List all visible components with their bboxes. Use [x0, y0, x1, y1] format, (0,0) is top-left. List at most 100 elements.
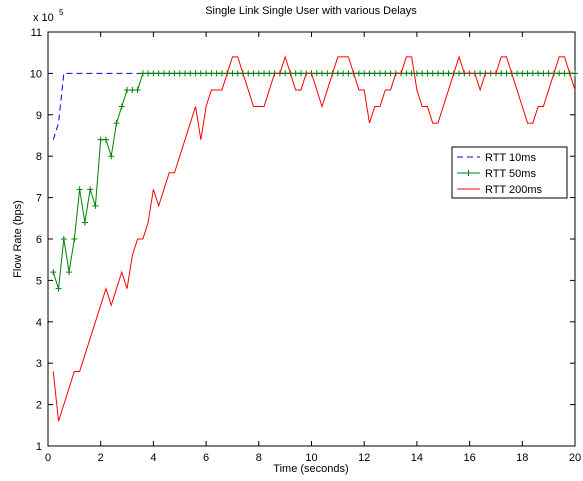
- point-marker: [440, 70, 447, 77]
- x-tick-label: 14: [411, 452, 423, 464]
- point-marker: [434, 70, 441, 77]
- point-marker: [250, 70, 257, 77]
- x-tick-label: 20: [569, 452, 581, 464]
- point-marker: [208, 70, 215, 77]
- x-axis-label: Time (seconds): [273, 463, 348, 475]
- y-tick-label: 10: [30, 68, 42, 80]
- point-marker: [387, 70, 394, 77]
- point-marker: [355, 70, 362, 77]
- point-marker: [366, 70, 373, 77]
- point-marker: [419, 70, 426, 77]
- x-tick-label: 10: [305, 452, 317, 464]
- point-marker: [361, 70, 368, 77]
- point-marker: [371, 70, 378, 77]
- y-tick-label: 11: [31, 27, 42, 39]
- point-marker: [382, 70, 389, 77]
- legend-label: RTT 50ms: [485, 168, 536, 180]
- point-marker: [66, 269, 73, 276]
- point-marker: [139, 70, 146, 77]
- point-marker: [266, 70, 273, 77]
- point-marker: [545, 70, 552, 77]
- point-marker: [561, 70, 568, 77]
- point-marker: [477, 70, 484, 77]
- point-marker: [456, 70, 463, 77]
- chart-title: Single Link Single User with various Del…: [205, 5, 417, 17]
- point-marker: [129, 86, 136, 93]
- point-marker: [429, 70, 436, 77]
- y-tick-label: 6: [36, 234, 42, 246]
- x-tick-label: 18: [516, 452, 528, 464]
- point-marker: [92, 202, 99, 209]
- point-marker: [556, 70, 563, 77]
- point-marker: [134, 86, 141, 93]
- x-tick-label: 6: [203, 452, 209, 464]
- point-marker: [218, 70, 225, 77]
- x-tick-label: 4: [150, 452, 156, 464]
- point-marker: [55, 285, 62, 292]
- point-marker: [171, 70, 178, 77]
- point-marker: [145, 70, 152, 77]
- point-marker: [413, 70, 420, 77]
- point-marker: [377, 70, 384, 77]
- point-marker: [524, 70, 531, 77]
- point-marker: [203, 70, 210, 77]
- y-tick-label: 5: [36, 275, 42, 287]
- point-marker: [292, 70, 299, 77]
- point-marker: [445, 70, 452, 77]
- y-tick-label: 1: [36, 441, 42, 453]
- y-tick-label: 9: [36, 110, 42, 122]
- point-marker: [519, 70, 526, 77]
- point-marker: [197, 70, 204, 77]
- point-marker: [81, 219, 88, 226]
- y-tick-label: 4: [36, 317, 42, 329]
- point-marker: [176, 70, 183, 77]
- point-marker: [345, 70, 352, 77]
- point-marker: [192, 70, 199, 77]
- point-marker: [297, 70, 304, 77]
- point-marker: [572, 70, 578, 77]
- point-marker: [324, 70, 331, 77]
- x-tick-label: 16: [463, 452, 475, 464]
- y-tick-label: 8: [36, 151, 42, 163]
- point-marker: [60, 236, 67, 242]
- point-marker: [498, 70, 505, 77]
- point-marker: [514, 70, 521, 77]
- y-tick-label: 3: [36, 358, 42, 370]
- point-marker: [160, 70, 167, 77]
- point-marker: [535, 70, 542, 77]
- point-marker: [540, 70, 547, 77]
- point-marker: [245, 70, 252, 77]
- point-marker: [71, 236, 78, 242]
- point-marker: [150, 70, 157, 77]
- point-marker: [503, 70, 510, 77]
- point-marker: [166, 70, 173, 77]
- point-marker: [182, 70, 189, 77]
- point-marker: [113, 120, 120, 127]
- point-marker: [187, 70, 194, 77]
- y-tick-label: 7: [36, 193, 42, 205]
- y-tick-label: 2: [36, 400, 42, 412]
- series-line: [52, 55, 576, 422]
- x-tick-label: 2: [98, 452, 104, 464]
- point-marker: [255, 70, 262, 77]
- point-marker: [124, 86, 131, 93]
- legend-marker: [465, 170, 472, 176]
- point-marker: [118, 103, 125, 110]
- point-marker: [76, 186, 83, 193]
- point-marker: [261, 70, 268, 77]
- y-multiplier-exponent: 5: [59, 8, 64, 17]
- point-marker: [102, 136, 109, 143]
- point-marker: [529, 70, 536, 77]
- point-marker: [108, 153, 115, 160]
- x-tick-label: 0: [45, 452, 51, 464]
- legend-label: RTT 200ms: [485, 184, 543, 196]
- legend-label: RTT 10ms: [485, 152, 536, 164]
- y-axis-label: Flow Rate (bps): [12, 200, 24, 278]
- point-marker: [87, 186, 94, 193]
- point-marker: [282, 70, 289, 77]
- point-marker: [155, 70, 162, 77]
- point-marker: [340, 70, 347, 77]
